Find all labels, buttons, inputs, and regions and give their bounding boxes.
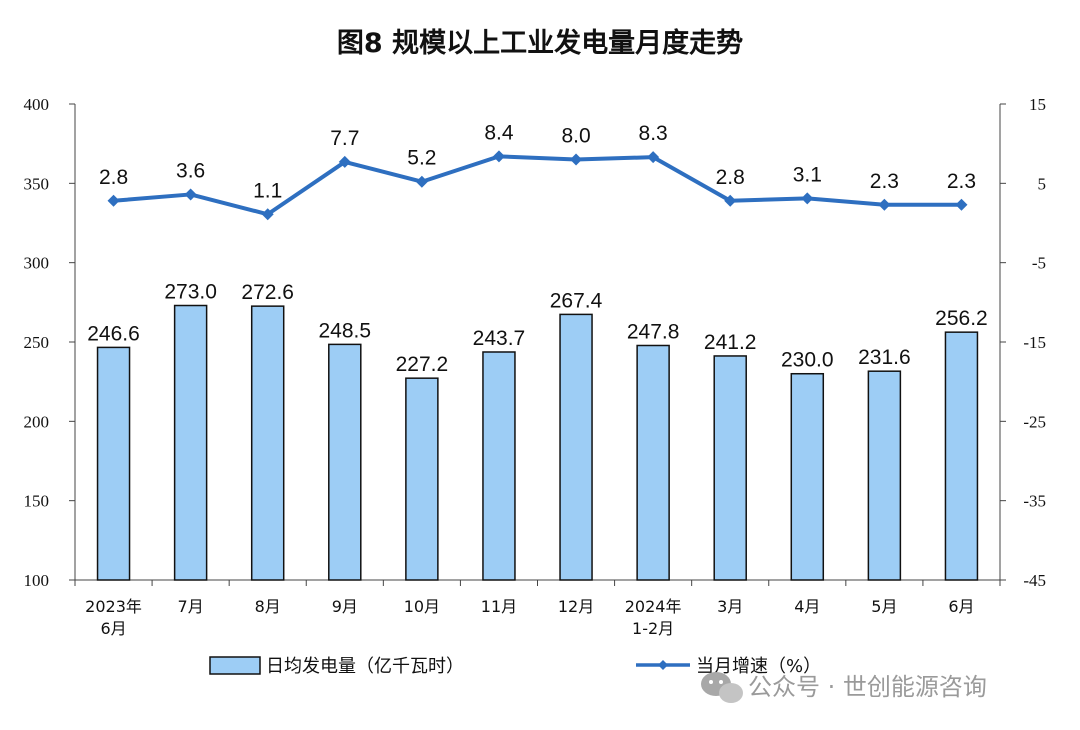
legend-bar-swatch: [209, 656, 261, 675]
bar: [173, 304, 208, 581]
left-tick-label: 100: [24, 571, 50, 590]
bar: [790, 372, 825, 581]
x-tick-label: 11月: [481, 597, 517, 616]
line-data-labels: 2.8 3.6 1.1 7.7 5.2 8.4 8.0 8.3 2.8 3.1 2.3 2.3: [99, 121, 976, 202]
line-data-label: 8.4: [484, 121, 514, 144]
left-tick-label: 200: [24, 412, 50, 431]
x-tick-label: 6月: [100, 619, 126, 638]
left-tick-label: 250: [24, 333, 50, 352]
line-point: [570, 153, 583, 166]
x-tick-label: 2023年: [85, 597, 142, 616]
line-data-label: 5.2: [407, 147, 436, 170]
legend-bar-label: 日均发电量（亿千瓦时）: [266, 656, 464, 677]
line-point: [801, 192, 814, 205]
line-point: [261, 208, 274, 221]
line-point: [184, 188, 197, 201]
bar-data-label: 267.4: [550, 289, 603, 312]
right-tick-label: -15: [1023, 333, 1046, 352]
bar-data-label: 227.2: [396, 353, 449, 376]
bar: [250, 305, 285, 581]
bar-data-label: 241.2: [704, 331, 757, 354]
bar-data-label: 272.6: [241, 281, 294, 304]
line-data-label: 2.8: [716, 166, 745, 189]
x-tick-label: 7月: [178, 597, 204, 616]
right-tick-label: -45: [1023, 571, 1046, 590]
bar-data-label: 243.7: [473, 327, 526, 350]
bar: [96, 346, 131, 581]
left-axis-ticks: 100 150 200 250 300 350 400: [24, 95, 75, 590]
bar: [713, 355, 747, 581]
chart-title: 图8 规模以上工业发电量月度走势: [337, 27, 743, 59]
bar-series: [96, 304, 979, 581]
legend: 日均发电量（亿千瓦时） 当月增速（%）: [209, 656, 821, 677]
line-data-label: 3.1: [793, 163, 822, 186]
bar: [328, 343, 362, 581]
left-tick-label: 300: [24, 254, 50, 273]
right-tick-label: 15: [1029, 95, 1046, 114]
left-tick-label: 350: [24, 174, 50, 193]
line-series: [107, 150, 968, 221]
x-tick-label: 12月: [558, 597, 594, 616]
right-tick-label: -25: [1023, 412, 1046, 431]
bar-data-label: 231.6: [858, 346, 911, 369]
x-tick-label: 2024年: [625, 597, 682, 616]
bar-data-label: 256.2: [935, 307, 988, 330]
legend-line-marker: [658, 660, 668, 670]
line-point: [415, 175, 428, 188]
bar-data-label: 230.0: [781, 349, 834, 372]
line-point: [724, 194, 737, 207]
bar-data-label: 247.8: [627, 320, 680, 343]
watermark: 公众号 · 世创能源咨询: [701, 672, 987, 703]
x-tick-label: 10月: [404, 597, 440, 616]
line-data-label: 8.3: [639, 122, 668, 145]
axes: [74, 104, 1001, 581]
x-tick-label: 9月: [332, 597, 358, 616]
line-point: [338, 155, 351, 168]
bar: [405, 377, 439, 581]
x-tick-label: 5月: [871, 597, 897, 616]
right-tick-label: -5: [1032, 254, 1046, 273]
series-line: [113, 154, 962, 217]
bar: [944, 331, 979, 581]
x-tick-label: 4月: [794, 597, 820, 616]
left-tick-label: 150: [24, 492, 50, 511]
bar: [636, 344, 670, 581]
line-data-label: 1.1: [253, 179, 282, 202]
line-point: [878, 198, 891, 211]
x-tick-label: 6月: [948, 597, 974, 616]
line-data-label: 2.8: [99, 166, 128, 189]
line-point: [492, 150, 505, 163]
x-tick-label: 8月: [255, 597, 281, 616]
wechat-icon: [701, 672, 743, 703]
x-axis-ticks: 2023年 6月 7月 8月 9月 10月 11月 12月 2024年 1-2月 3月 4月 5月 6月: [74, 580, 1001, 638]
left-tick-label: 400: [24, 95, 50, 114]
line-point: [955, 198, 968, 211]
bar-data-labels: 246.6 273.0 272.6 248.5 227.2 243.7 267.4 247.8…: [87, 281, 987, 377]
bar-data-label: 246.6: [87, 322, 140, 345]
line-data-label: 3.6: [176, 159, 205, 182]
bar: [867, 370, 902, 581]
line-data-label: 2.3: [947, 170, 976, 193]
x-tick-label: 3月: [717, 597, 743, 616]
line-data-label: 2.3: [870, 170, 899, 193]
line-data-label: 8.0: [561, 125, 590, 148]
watermark-text: 公众号 · 世创能源咨询: [748, 673, 987, 701]
line-point: [107, 194, 120, 207]
line-point: [647, 151, 660, 164]
bar-data-label: 248.5: [319, 319, 372, 342]
bar: [559, 313, 593, 581]
right-axis-ticks: -45 -35 -25 -15 -5 5 15: [1000, 95, 1046, 590]
legend-line-label: 当月增速（%）: [696, 656, 821, 677]
line-data-label: 7.7: [330, 127, 359, 150]
right-tick-label: 5: [1038, 174, 1047, 193]
bar-data-label: 273.0: [164, 281, 217, 304]
bar: [482, 351, 516, 581]
right-tick-label: -35: [1023, 492, 1046, 511]
x-tick-label: 1-2月: [632, 619, 674, 638]
